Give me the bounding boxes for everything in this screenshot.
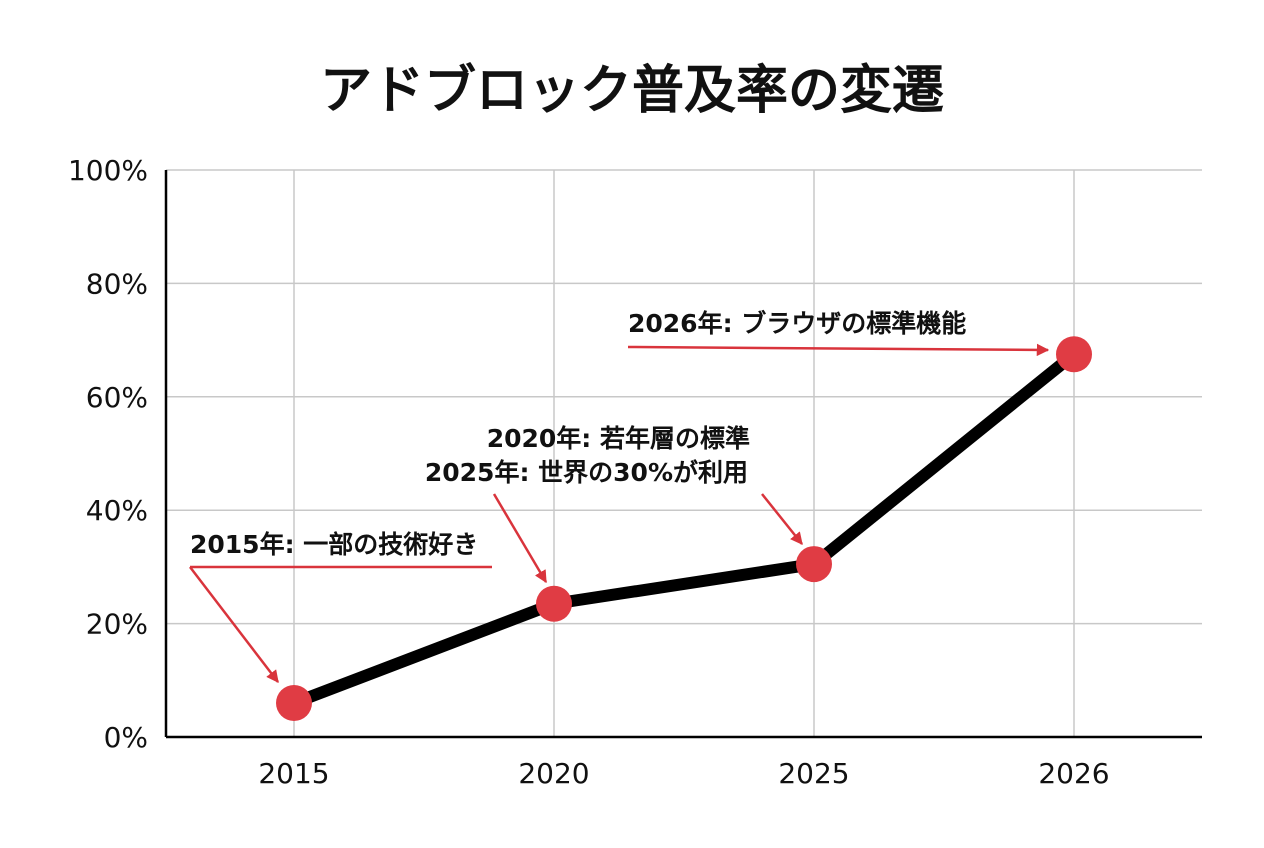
y-tick-label: 100% [68, 154, 148, 187]
axes [164, 170, 1202, 739]
y-tick-label: 20% [86, 608, 148, 641]
x-tick-label: 2015 [258, 757, 329, 790]
series [276, 336, 1092, 721]
y-axis-ticks: 0% 20% 40% 60% 80% 100% [68, 154, 148, 754]
annotation-label-2015: 2015年: 一部の技術好き [190, 530, 478, 559]
data-point-2025 [796, 546, 832, 583]
annotation-arrow-2025 [761, 493, 803, 545]
grid [166, 169, 1202, 737]
data-point-2026 [1056, 336, 1092, 373]
series-line [288, 348, 1080, 709]
y-tick-label: 0% [104, 721, 148, 754]
x-axis-ticks: 2015 2020 2025 2026 [258, 757, 1109, 790]
annotations: 2015年: 一部の技術好き 2020年: 若年層の標準 2025年: 世界の30%… [189, 309, 1050, 683]
annotation-label-2020: 2020年: 若年層の標準 [487, 424, 750, 453]
data-point-2020 [536, 585, 572, 622]
annotation-label-2025: 2025年: 世界の30%が利用 [425, 458, 748, 487]
annotation-arrow-2020 [492, 493, 548, 584]
chart-title: アドブロック普及率の変遷 [320, 61, 944, 121]
x-tick-label: 2025 [778, 757, 849, 790]
x-tick-label: 2026 [1038, 757, 1109, 790]
y-tick-label: 40% [86, 494, 148, 527]
annotation-arrow-2015 [189, 566, 279, 683]
y-tick-label: 80% [86, 267, 148, 300]
annotation-label-2026: 2026年: ブラウザの標準機能 [628, 309, 966, 338]
x-tick-label: 2020 [518, 757, 589, 790]
y-tick-label: 60% [86, 381, 148, 414]
data-point-2015 [276, 684, 312, 721]
annotation-arrow-2026 [627, 343, 1050, 357]
